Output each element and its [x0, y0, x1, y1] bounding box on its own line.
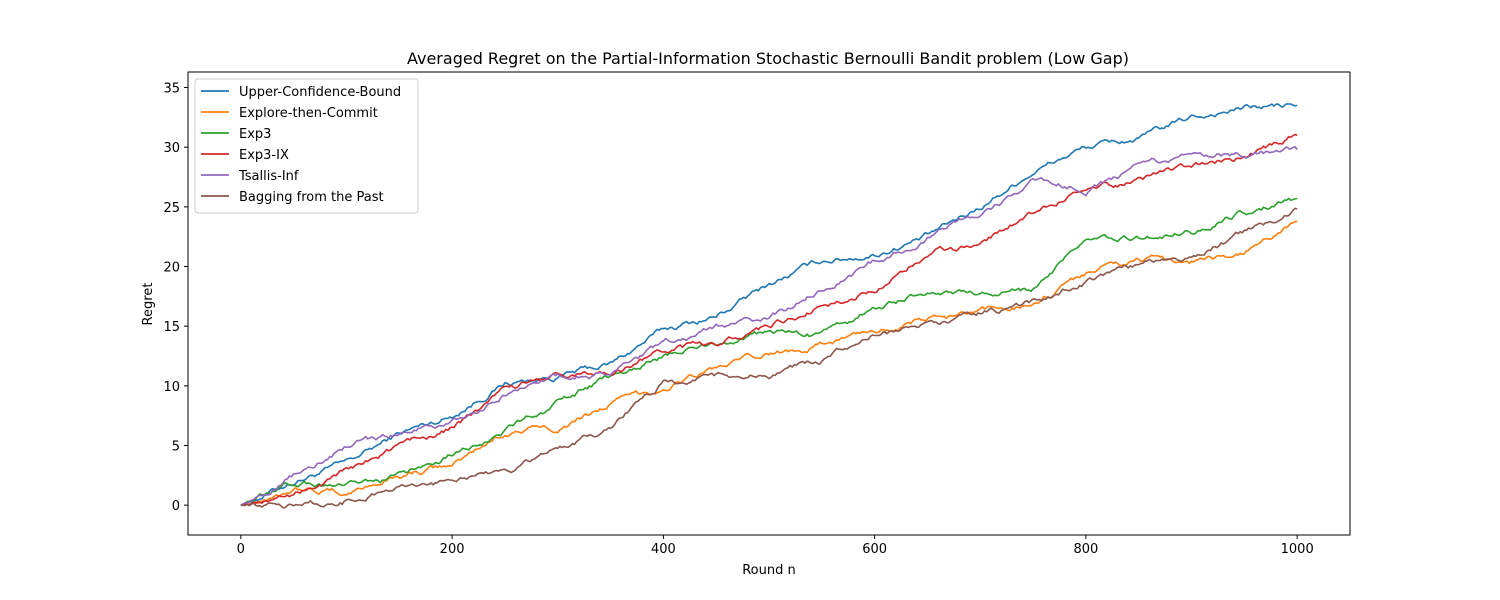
x-tick-label: 1000 [1281, 542, 1314, 557]
y-tick-label: 10 [163, 380, 180, 395]
legend-label: Exp3 [239, 127, 271, 142]
x-tick-label: 800 [1073, 542, 1098, 557]
y-axis-label: Regret [141, 283, 156, 326]
legend-label: Tsallis-Inf [238, 169, 299, 184]
series-layer [240, 103, 1298, 509]
x-axis-label: Round n [742, 563, 796, 578]
y-tick-label: 5 [172, 440, 180, 455]
x-axis: 0 200 400 600 800 1000 [237, 535, 1314, 557]
legend-label: Upper-Confidence-Bound [239, 85, 401, 100]
y-tick-label: 15 [163, 320, 180, 335]
legend-label: Bagging from the Past [239, 190, 384, 205]
series-line [240, 220, 1298, 506]
x-tick-label: 400 [651, 542, 676, 557]
x-tick-label: 0 [237, 542, 245, 557]
y-tick-label: 0 [172, 499, 180, 514]
series-line [240, 133, 1298, 506]
y-tick-label: 25 [163, 201, 180, 216]
y-tick-label: 20 [163, 261, 180, 276]
legend-label: Explore-then-Commit [239, 106, 378, 121]
x-tick-label: 200 [440, 542, 465, 557]
legend-box [194, 78, 419, 214]
plot-frame [187, 71, 1351, 536]
legend-label: Exp3-IX [239, 148, 289, 163]
chart-title: Averaged Regret on the Partial-Informati… [407, 49, 1129, 68]
y-axis: 0 5 10 15 20 25 30 35 [163, 82, 188, 514]
y-tick-label: 30 [163, 141, 180, 156]
x-tick-label: 600 [862, 542, 887, 557]
series-line [240, 146, 1298, 506]
series-line [240, 103, 1298, 506]
series-line [240, 207, 1298, 509]
y-tick-label: 35 [163, 82, 180, 97]
series-line [240, 197, 1298, 506]
legend: Upper-Confidence-Bound Explore-then-Commi… [194, 78, 419, 214]
